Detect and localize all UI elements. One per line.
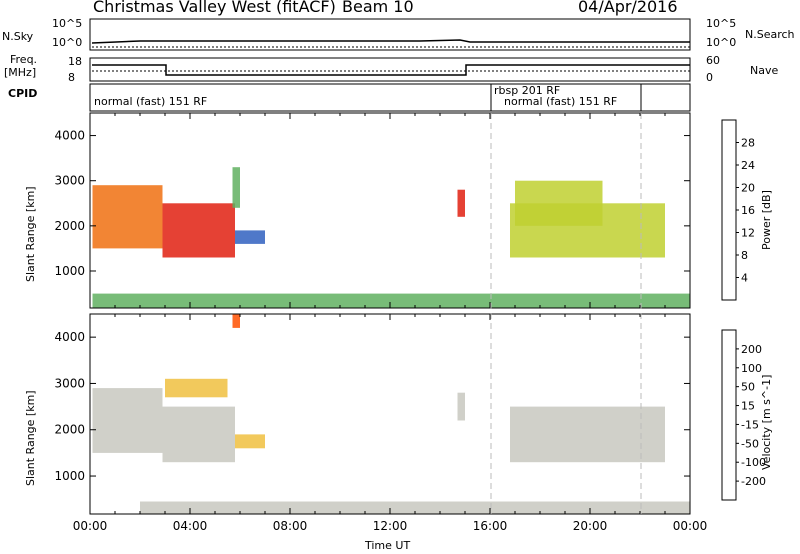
heatmap-region xyxy=(162,406,235,463)
heatmap-region xyxy=(510,406,665,463)
power-axis-ticks: 1000 2000 3000 4000 xyxy=(54,113,691,308)
velocity-heatmap xyxy=(92,314,690,514)
velocity-ylabel: Slant Range [km] xyxy=(24,390,37,486)
colorbar-tick-label: -50 xyxy=(741,437,759,450)
nsky-tick-top: 10^5 xyxy=(52,17,83,30)
cpid-segment-3: normal (fast) 151 RF xyxy=(504,95,618,108)
y-tick-label: 4000 xyxy=(54,330,85,344)
freq-label-line2: [MHz] xyxy=(4,66,37,79)
time-axis-label: Time UT xyxy=(365,539,411,552)
freq-strip xyxy=(89,57,691,82)
y-tick-label: 3000 xyxy=(54,376,85,390)
colorbar-frame xyxy=(721,119,737,301)
colorbar-tick-label: 50 xyxy=(741,381,755,394)
nave-label: Nave xyxy=(750,64,779,77)
colorbar-tick-label: 4 xyxy=(741,272,748,285)
heatmap-region xyxy=(140,501,490,514)
colorbar-tick-label: -200 xyxy=(741,475,766,488)
heatmap-region xyxy=(515,180,603,226)
nsky-label: N.Sky xyxy=(2,30,34,43)
cpid-strip xyxy=(89,83,691,112)
colorbar-tick-label: 12 xyxy=(741,227,755,240)
cpid-change-markers xyxy=(490,113,642,514)
y-tick-label: 1000 xyxy=(54,264,85,278)
heatmap-region xyxy=(457,189,465,217)
heatmap-region xyxy=(232,314,240,328)
nsearch-label: N.Search xyxy=(745,28,795,41)
cpid-segment-2: rbsp 201 RF xyxy=(494,84,561,97)
heatmap-region xyxy=(92,293,690,308)
power-heatmap xyxy=(92,167,690,308)
nsky-tick-bottom: 10^0 xyxy=(52,36,83,49)
colorbar-tick-label: 16 xyxy=(741,204,755,217)
time-axis-ticks: 00:00 04:00 08:00 12:00 16:00 20:00 00:00 xyxy=(73,519,708,533)
nsearch-tick-bottom: 10^0 xyxy=(706,36,737,49)
colorbar-tick-label: 24 xyxy=(741,159,755,172)
heatmap-region xyxy=(235,230,265,244)
colorbar-tick-label: 15 xyxy=(741,400,755,413)
cpid-segment-1: normal (fast) 151 RF xyxy=(94,95,208,108)
x-tick-label: 00:00 xyxy=(73,519,108,533)
y-tick-label: 1000 xyxy=(54,469,85,483)
station-title: Christmas Valley West (fitACF) xyxy=(93,0,336,16)
cpid-label: CPID xyxy=(8,87,38,100)
beam-label: Beam 10 xyxy=(342,0,414,16)
power-colorbar-label: Power [dB] xyxy=(760,190,773,250)
power-ylabel: Slant Range [km] xyxy=(24,186,37,282)
freq-tick-bottom: 8 xyxy=(68,71,75,84)
freq-label-line1: Freq. xyxy=(10,53,38,66)
colorbar-tick-label: 20 xyxy=(741,182,755,195)
y-tick-label: 4000 xyxy=(54,129,85,143)
date-label: 04/Apr/2016 xyxy=(578,0,678,16)
heatmap-region xyxy=(457,392,465,421)
x-tick-label: 16:00 xyxy=(473,519,508,533)
heatmap-region xyxy=(92,185,163,249)
colorbar-tick-label: 200 xyxy=(741,343,762,356)
colorbar-tick-label: 28 xyxy=(741,137,755,150)
velocity-colorbar: -200 -100 -50 -15 15 50 100 200 xyxy=(721,329,766,501)
velocity-colorbar-label: Velocity [m s^-1] xyxy=(760,374,773,470)
nsky-strip xyxy=(89,18,691,51)
nsky-trace xyxy=(91,39,690,44)
heatmap-region xyxy=(235,434,265,449)
y-tick-label: 3000 xyxy=(54,174,85,188)
colorbar-frame xyxy=(721,329,737,501)
x-tick-label: 12:00 xyxy=(373,519,408,533)
velocity-axis-ticks: 1000 2000 3000 4000 xyxy=(54,314,691,514)
nave-tick-top: 60 xyxy=(706,54,720,67)
colorbar-tick-label: 8 xyxy=(741,249,748,262)
freq-trace xyxy=(92,64,690,76)
nsearch-tick-top: 10^5 xyxy=(706,17,737,30)
y-tick-label: 2000 xyxy=(54,423,85,437)
colorbar-tick-label: -15 xyxy=(741,418,759,431)
heatmap-region xyxy=(165,378,228,398)
heatmap-region xyxy=(490,501,690,514)
nave-tick-bottom: 0 xyxy=(706,71,713,84)
x-tick-label: 08:00 xyxy=(273,519,308,533)
colorbar-tick-label: 100 xyxy=(741,362,762,375)
x-tick-label: 20:00 xyxy=(573,519,608,533)
heatmap-region xyxy=(162,203,235,258)
heatmap-region xyxy=(232,167,240,208)
colorbar-tick-label: -100 xyxy=(741,456,766,469)
power-colorbar: 4 8 12 16 20 24 28 xyxy=(721,119,755,301)
y-tick-label: 2000 xyxy=(54,219,85,233)
heatmap-region xyxy=(92,388,163,453)
freq-tick-top: 18 xyxy=(68,55,82,68)
x-tick-label: 00:00 xyxy=(673,519,708,533)
x-tick-label: 04:00 xyxy=(173,519,208,533)
